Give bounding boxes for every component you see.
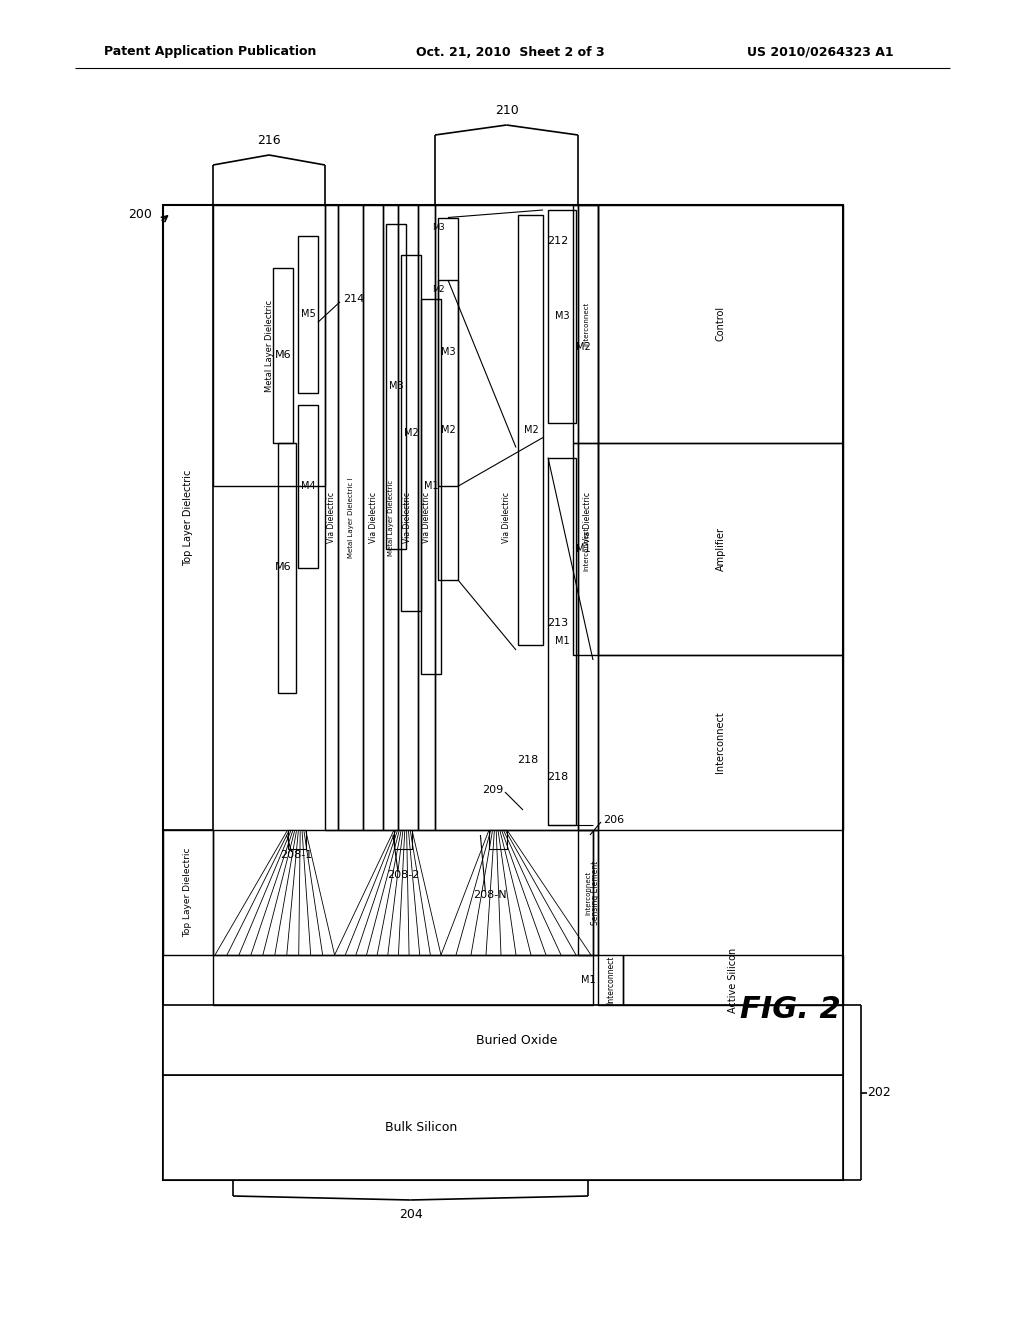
Bar: [298, 236, 318, 392]
Bar: [578, 830, 598, 954]
Bar: [362, 205, 383, 830]
Text: M3: M3: [432, 223, 444, 232]
Bar: [548, 210, 575, 422]
Bar: [593, 830, 598, 954]
Text: M3: M3: [440, 347, 456, 356]
Text: Amplifier: Amplifier: [716, 527, 725, 570]
Text: 200: 200: [128, 209, 152, 222]
Text: Interconnect: Interconnect: [606, 956, 615, 1005]
Bar: [386, 224, 406, 549]
Bar: [598, 442, 843, 655]
Bar: [338, 205, 362, 830]
Text: Via Dielectric: Via Dielectric: [369, 492, 378, 543]
Bar: [421, 298, 441, 673]
Bar: [598, 205, 843, 442]
Text: M2: M2: [440, 425, 456, 436]
Text: 206: 206: [603, 814, 624, 825]
Text: Via Dielectric: Via Dielectric: [422, 492, 431, 543]
Bar: [398, 205, 418, 830]
Text: 212: 212: [548, 236, 568, 246]
Bar: [325, 205, 338, 830]
Text: M2: M2: [523, 425, 539, 436]
Bar: [598, 655, 843, 830]
Text: 208-1: 208-1: [281, 850, 312, 861]
Text: Control: Control: [716, 306, 725, 342]
Bar: [548, 458, 575, 825]
Text: M6: M6: [274, 562, 291, 573]
Bar: [578, 205, 598, 830]
Text: 209: 209: [481, 785, 503, 795]
Text: Interconnect: Interconnect: [583, 527, 589, 570]
Text: Via Dielectric: Via Dielectric: [327, 492, 336, 543]
Bar: [298, 405, 318, 568]
Bar: [163, 830, 213, 954]
Text: Patent Application Publication: Patent Application Publication: [103, 45, 316, 58]
Bar: [518, 215, 543, 645]
Text: 213: 213: [548, 618, 568, 628]
Text: US 2010/0264323 A1: US 2010/0264323 A1: [746, 45, 893, 58]
Text: M1: M1: [581, 975, 595, 985]
Bar: [213, 954, 593, 1005]
Bar: [573, 442, 598, 655]
Bar: [213, 205, 325, 486]
Text: Metal Layer Dielectric: Metal Layer Dielectric: [264, 300, 273, 392]
Bar: [163, 1005, 843, 1074]
Text: Metal Layer Dielectric I: Metal Layer Dielectric I: [347, 478, 353, 558]
Bar: [278, 442, 296, 693]
Text: Active Silicon: Active Silicon: [728, 948, 738, 1012]
Text: Metal Layer Dielectric: Metal Layer Dielectric: [387, 479, 393, 556]
Text: 204: 204: [398, 1209, 422, 1221]
Text: Top Layer Dielectric: Top Layer Dielectric: [183, 470, 193, 566]
Bar: [573, 205, 598, 442]
Text: Interconnect: Interconnect: [716, 711, 725, 774]
Text: M2: M2: [575, 342, 591, 352]
Text: M6: M6: [274, 350, 291, 360]
Text: 210: 210: [495, 104, 518, 117]
Bar: [435, 205, 578, 830]
Text: M5: M5: [301, 309, 315, 319]
Text: M2: M2: [403, 428, 419, 438]
Bar: [394, 830, 412, 849]
Bar: [163, 1074, 843, 1180]
Text: M1: M1: [555, 636, 569, 647]
Text: Via Dielectric: Via Dielectric: [502, 492, 511, 543]
Text: FIG. 2: FIG. 2: [739, 995, 841, 1024]
Bar: [213, 830, 593, 954]
Text: 218: 218: [517, 755, 539, 766]
Bar: [598, 954, 623, 1005]
Text: Oct. 21, 2010  Sheet 2 of 3: Oct. 21, 2010 Sheet 2 of 3: [416, 45, 604, 58]
Bar: [438, 218, 458, 486]
Text: 216: 216: [257, 135, 281, 148]
Text: Interconnect: Interconnect: [583, 302, 589, 346]
Bar: [418, 205, 435, 830]
Text: Top Layer Dielectric: Top Layer Dielectric: [183, 847, 193, 937]
Text: Interconnect: Interconnect: [585, 870, 591, 915]
Bar: [273, 268, 293, 442]
Text: 202: 202: [867, 1086, 891, 1100]
Text: M2: M2: [432, 285, 444, 294]
Bar: [438, 280, 458, 579]
Bar: [288, 830, 305, 849]
Bar: [489, 830, 507, 849]
Text: Buried Oxide: Buried Oxide: [476, 1034, 557, 1047]
Text: M1: M1: [575, 544, 590, 554]
Text: 218: 218: [548, 772, 568, 783]
Text: 208-N: 208-N: [473, 890, 507, 900]
Text: Via Dielectric: Via Dielectric: [403, 492, 413, 543]
Bar: [163, 205, 843, 1180]
Text: M3: M3: [555, 312, 569, 321]
Text: M1: M1: [424, 482, 438, 491]
Text: M4: M4: [301, 482, 315, 491]
Bar: [401, 255, 421, 611]
Text: 208-2: 208-2: [387, 870, 419, 880]
Text: 214: 214: [343, 294, 365, 304]
Text: Sensing Element: Sensing Element: [591, 861, 600, 924]
Bar: [383, 205, 398, 830]
Bar: [623, 954, 843, 1005]
Text: Bulk Silicon: Bulk Silicon: [385, 1121, 458, 1134]
Text: Via Dielectric: Via Dielectric: [584, 492, 593, 543]
Bar: [163, 205, 213, 830]
Text: M3: M3: [389, 381, 403, 391]
